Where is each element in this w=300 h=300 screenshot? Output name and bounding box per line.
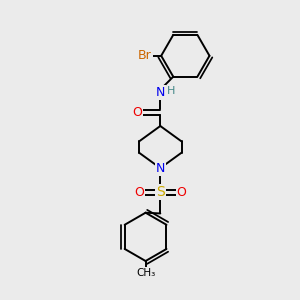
Text: O: O — [132, 106, 142, 119]
Text: N: N — [156, 162, 165, 175]
Text: O: O — [177, 186, 186, 199]
Text: O: O — [134, 186, 144, 199]
Text: CH₃: CH₃ — [136, 268, 155, 278]
Text: S: S — [156, 185, 165, 199]
Text: Br: Br — [138, 49, 152, 62]
Text: N: N — [156, 86, 165, 99]
Text: H: H — [167, 86, 176, 96]
